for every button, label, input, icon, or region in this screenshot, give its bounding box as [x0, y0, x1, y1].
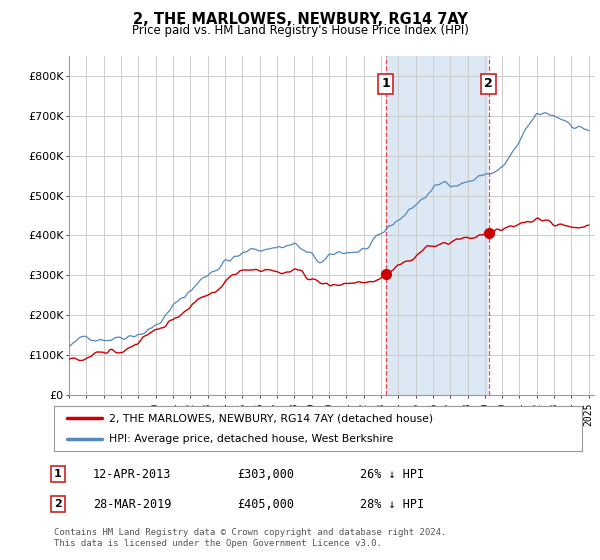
Text: 2, THE MARLOWES, NEWBURY, RG14 7AY (detached house): 2, THE MARLOWES, NEWBURY, RG14 7AY (deta… — [109, 413, 434, 423]
Text: 26% ↓ HPI: 26% ↓ HPI — [360, 468, 424, 481]
Text: Contains HM Land Registry data © Crown copyright and database right 2024.
This d: Contains HM Land Registry data © Crown c… — [54, 528, 446, 548]
Text: 28% ↓ HPI: 28% ↓ HPI — [360, 497, 424, 511]
Text: £405,000: £405,000 — [237, 497, 294, 511]
Text: £303,000: £303,000 — [237, 468, 294, 481]
Text: 1: 1 — [382, 77, 390, 90]
Text: 2, THE MARLOWES, NEWBURY, RG14 7AY: 2, THE MARLOWES, NEWBURY, RG14 7AY — [133, 12, 467, 27]
Text: 1: 1 — [54, 469, 61, 479]
Text: 12-APR-2013: 12-APR-2013 — [93, 468, 172, 481]
Text: 2: 2 — [54, 499, 61, 509]
Text: 28-MAR-2019: 28-MAR-2019 — [93, 497, 172, 511]
Text: Price paid vs. HM Land Registry's House Price Index (HPI): Price paid vs. HM Land Registry's House … — [131, 24, 469, 37]
Text: HPI: Average price, detached house, West Berkshire: HPI: Average price, detached house, West… — [109, 433, 394, 444]
Text: 2: 2 — [484, 77, 493, 90]
